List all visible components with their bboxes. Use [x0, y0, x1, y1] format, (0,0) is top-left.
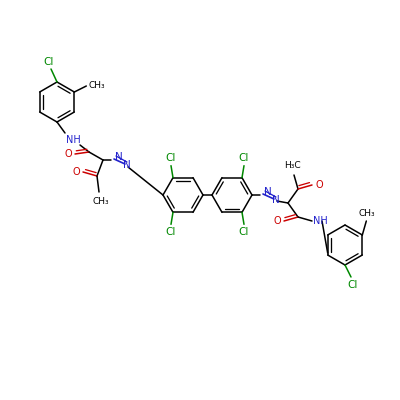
Text: CH₃: CH₃ [358, 208, 375, 218]
Text: Cl: Cl [239, 153, 249, 163]
Text: H₃C: H₃C [284, 162, 300, 170]
Text: O: O [315, 180, 323, 190]
Text: CH₃: CH₃ [88, 80, 105, 90]
Text: N: N [115, 152, 123, 162]
Text: Cl: Cl [44, 57, 54, 67]
Text: NH: NH [66, 135, 80, 145]
Text: CH₃: CH₃ [93, 196, 109, 206]
Text: N: N [123, 160, 131, 170]
Text: Cl: Cl [239, 227, 249, 237]
Text: NH: NH [313, 216, 327, 226]
Text: Cl: Cl [166, 153, 176, 163]
Text: O: O [64, 149, 72, 159]
Text: Cl: Cl [348, 280, 358, 290]
Text: N: N [264, 187, 272, 197]
Text: O: O [273, 216, 281, 226]
Text: N: N [272, 195, 280, 205]
Text: Cl: Cl [166, 227, 176, 237]
Text: O: O [72, 167, 80, 177]
